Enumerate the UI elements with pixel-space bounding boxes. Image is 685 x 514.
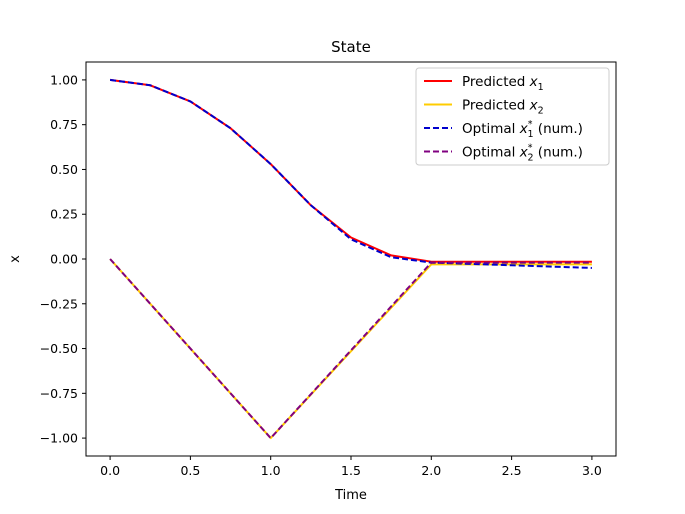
y-tick-label: −0.25: [40, 296, 78, 311]
x-tick-label: 3.0: [582, 463, 602, 478]
series-line-4: [109, 258, 592, 440]
y-tick-label: 0.75: [50, 117, 78, 132]
y-tick-label: 0.00: [50, 252, 78, 267]
x-axis-label: Time: [334, 488, 367, 503]
y-axis-label: x: [8, 255, 23, 263]
y-tick-label: −0.75: [40, 386, 78, 401]
legend-entry-1: Predicted x1: [462, 74, 544, 93]
y-tick-label: −1.00: [40, 431, 78, 446]
y-axis: 1.00 0.75 0.50 0.25 0.00 −0.25 −0.50 −0.75 −1.00: [40, 72, 86, 446]
x-tick-label: 1.0: [261, 463, 281, 478]
legend-box: [415, 67, 610, 166]
y-tick-label: 0.25: [50, 207, 78, 222]
y-tick-label: 0.50: [50, 162, 78, 177]
series-line-2: [109, 258, 592, 440]
chart-title: State: [331, 38, 371, 56]
x-tick-label: 1.5: [341, 463, 361, 478]
x-axis: 0.0 0.5 1.0 1.5 2.0 2.5 3.0: [100, 456, 602, 478]
legend-entry-4: Optimal x* 2 (num.): [462, 143, 583, 164]
x-tick-label: 0.0: [100, 463, 120, 478]
x-tick-label: 2.5: [502, 463, 522, 478]
legend: Predicted x1 Predicted x2 Optimal x* 1 (num…: [415, 67, 610, 166]
y-tick-label: −0.50: [40, 341, 78, 356]
x-tick-label: 2.0: [421, 463, 441, 478]
y-tick-label: 1.00: [50, 72, 78, 87]
legend-entry-2: Predicted x2: [462, 98, 544, 117]
legend-entry-3: Optimal x* 1 (num.): [462, 119, 583, 140]
x-tick-label: 0.5: [180, 463, 200, 478]
